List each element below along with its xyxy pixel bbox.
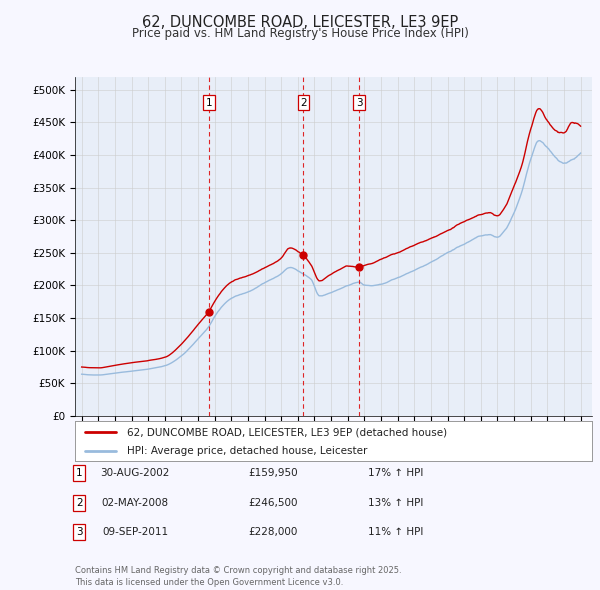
Text: 13% ↑ HPI: 13% ↑ HPI xyxy=(368,498,424,507)
Text: Contains HM Land Registry data © Crown copyright and database right 2025.
This d: Contains HM Land Registry data © Crown c… xyxy=(75,566,401,587)
Text: 3: 3 xyxy=(356,98,362,108)
Text: 62, DUNCOMBE ROAD, LEICESTER, LE3 9EP: 62, DUNCOMBE ROAD, LEICESTER, LE3 9EP xyxy=(142,15,458,30)
Text: 1: 1 xyxy=(76,468,83,478)
Text: 30-AUG-2002: 30-AUG-2002 xyxy=(100,468,170,478)
Text: HPI: Average price, detached house, Leicester: HPI: Average price, detached house, Leic… xyxy=(127,445,367,455)
Text: 3: 3 xyxy=(76,527,83,537)
Text: 1: 1 xyxy=(206,98,212,108)
Text: 17% ↑ HPI: 17% ↑ HPI xyxy=(368,468,424,478)
Text: 2: 2 xyxy=(300,98,307,108)
Text: 62, DUNCOMBE ROAD, LEICESTER, LE3 9EP (detached house): 62, DUNCOMBE ROAD, LEICESTER, LE3 9EP (d… xyxy=(127,427,447,437)
Text: 09-SEP-2011: 09-SEP-2011 xyxy=(102,527,168,537)
Text: £246,500: £246,500 xyxy=(248,498,298,507)
Text: 2: 2 xyxy=(76,498,83,507)
Text: £159,950: £159,950 xyxy=(248,468,298,478)
Text: Price paid vs. HM Land Registry's House Price Index (HPI): Price paid vs. HM Land Registry's House … xyxy=(131,27,469,40)
Text: 11% ↑ HPI: 11% ↑ HPI xyxy=(368,527,424,537)
Text: £228,000: £228,000 xyxy=(248,527,298,537)
Text: 02-MAY-2008: 02-MAY-2008 xyxy=(101,498,169,507)
